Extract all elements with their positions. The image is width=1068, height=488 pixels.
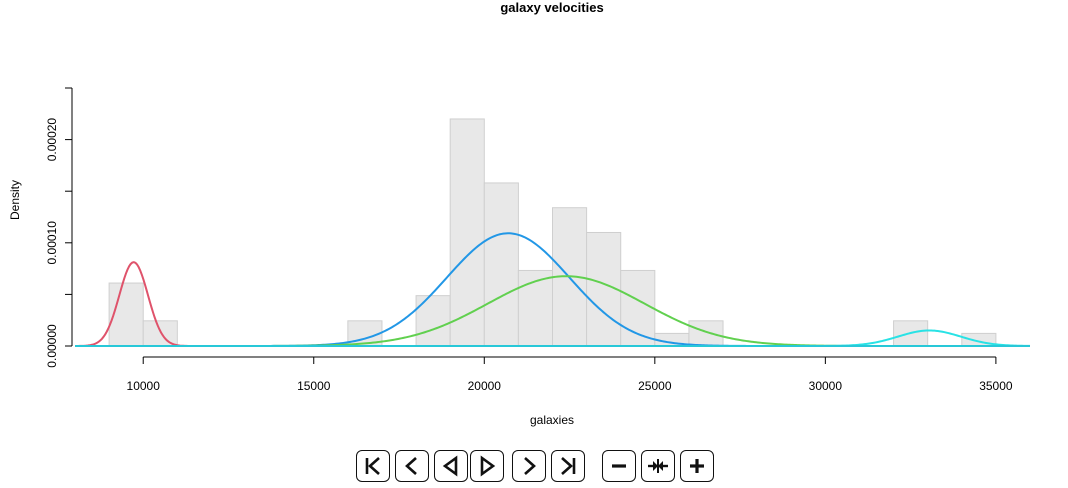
histogram-bar-1 xyxy=(142,320,178,347)
first-icon xyxy=(365,457,380,475)
minus-icon xyxy=(612,464,626,468)
x-axis-label: galaxies xyxy=(530,413,574,427)
reset-speed-button[interactable] xyxy=(641,450,675,482)
histogram-bar-9 xyxy=(415,295,451,347)
y-axis: 0.00000 0.00010 0.00020 xyxy=(45,87,73,368)
density-curves xyxy=(74,232,1031,347)
play-forward-button[interactable] xyxy=(470,450,504,482)
x-tick-label-5: 35000 xyxy=(979,379,1013,393)
faster-button[interactable] xyxy=(680,450,714,482)
x-tick-label-3: 25000 xyxy=(638,379,672,393)
next-icon xyxy=(524,457,536,475)
x-tick-label-1: 15000 xyxy=(297,379,331,393)
histogram-bar-12 xyxy=(517,269,554,347)
y-axis-label: Density xyxy=(8,180,22,220)
reverse-play-icon xyxy=(442,455,458,477)
previous-frame-button[interactable] xyxy=(395,450,429,482)
histogram-bar-0 xyxy=(108,282,144,347)
animation-controls xyxy=(356,450,718,484)
last-icon xyxy=(561,457,576,475)
chart: galaxy velocities 10000 15000 20000 25000 30… xyxy=(8,0,1031,427)
chart-title: galaxy velocities xyxy=(500,0,603,15)
last-frame-button[interactable] xyxy=(551,450,585,482)
y-tick-label-0: 0.00000 xyxy=(45,324,59,368)
y-tick-label-2: 0.00010 xyxy=(45,221,59,265)
slower-button[interactable] xyxy=(602,450,636,482)
histogram-bar-11 xyxy=(483,182,519,347)
x-tick-label-0: 10000 xyxy=(127,379,161,393)
histogram-bar-17 xyxy=(688,320,724,347)
y-tick-label-4: 0.00020 xyxy=(45,118,59,162)
first-frame-button[interactable] xyxy=(356,450,390,482)
x-tick-label-4: 30000 xyxy=(809,379,843,393)
x-axis: 10000 15000 20000 25000 30000 35000 xyxy=(127,356,1013,393)
play-icon xyxy=(480,455,496,477)
plus-icon xyxy=(690,459,704,473)
previous-icon xyxy=(405,457,417,475)
reset-speed-icon xyxy=(648,459,668,473)
x-tick-label-2: 20000 xyxy=(468,379,502,393)
next-frame-button[interactable] xyxy=(512,450,546,482)
histogram-bar-10 xyxy=(449,118,485,347)
play-reverse-button[interactable] xyxy=(434,450,468,482)
histogram-bars xyxy=(108,118,997,347)
